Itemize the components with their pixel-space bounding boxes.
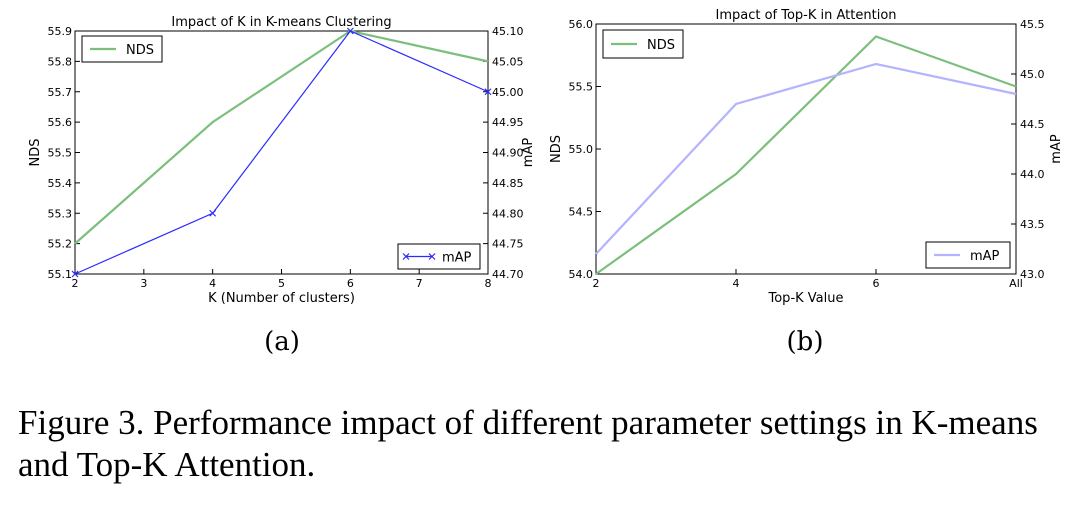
legend-label-nds: NDS xyxy=(126,43,154,58)
y-right-tick-label: 44.85 xyxy=(492,177,524,190)
plot-frame xyxy=(74,30,489,275)
y-right-tick-label: 44.75 xyxy=(492,238,524,251)
y-left-tick-label: 55.5 xyxy=(569,81,594,94)
data-point-map xyxy=(346,27,354,35)
x-axis-label: Top-K Value xyxy=(768,291,844,306)
x-tick-label: 4 xyxy=(733,277,740,290)
x-tick-label: 6 xyxy=(347,277,354,290)
legend-label-map: mAP xyxy=(442,251,472,266)
series-line-nds xyxy=(595,35,1017,275)
data-point-map xyxy=(484,88,492,96)
y-left-tick-label: 56.0 xyxy=(569,18,594,31)
y-right-tick-label: 45.5 xyxy=(1020,18,1045,31)
y-right-axis-label: mAP xyxy=(1049,134,1064,164)
figure-canvas: Impact of K in K-means Clustering 2 3 4 5 6 7 8… xyxy=(28,8,1064,357)
series-line-nds xyxy=(74,29,489,245)
y-right-tick-label: 44.5 xyxy=(1020,118,1045,131)
plot-frame xyxy=(595,23,1017,275)
y-right-tick-label: 44.70 xyxy=(492,268,524,281)
data-point-map xyxy=(209,209,217,217)
x-tick-label: All xyxy=(1009,277,1023,290)
subfigure-label: (b) xyxy=(787,327,824,357)
y-right-tick-label: 45.00 xyxy=(492,86,524,99)
y-left-tick-label: 55.8 xyxy=(48,55,73,68)
x-tick-label: 2 xyxy=(72,277,79,290)
y-right-tick-label: 44.80 xyxy=(492,207,524,220)
y-left-tick-label: 55.5 xyxy=(48,147,73,160)
legend-marker xyxy=(402,253,410,260)
series-line-map xyxy=(595,62,1017,255)
y-left-tick-label: 55.1 xyxy=(48,268,73,281)
x-tick-label: 8 xyxy=(485,277,492,290)
figure-caption: Figure 3. Performance impact of differen… xyxy=(18,403,1038,484)
y-right-tick-label: 45.0 xyxy=(1020,68,1045,81)
y-right-tick-label: 44.95 xyxy=(492,116,524,129)
y-right-tick-label: 45.10 xyxy=(492,25,524,38)
subfigure-label: (a) xyxy=(264,327,300,357)
legend-marker xyxy=(428,253,436,260)
y-left-axis-label: NDS xyxy=(549,135,564,163)
chart-a: Impact of K in K-means Clustering 2 3 4 5 6 7 8… xyxy=(28,15,536,357)
chart-title: Impact of Top-K in Attention xyxy=(715,8,896,23)
y-right-tick-label: 43.5 xyxy=(1020,218,1045,231)
y-left-tick-label: 55.2 xyxy=(48,238,73,251)
y-left-tick-label: 55.7 xyxy=(48,86,73,99)
chart-title: Impact of K in K-means Clustering xyxy=(171,15,391,30)
y-right-tick-label: 44.0 xyxy=(1020,168,1045,181)
x-tick-label: 2 xyxy=(593,277,600,290)
y-left-tick-label: 55.0 xyxy=(569,143,594,156)
y-left-axis-label: NDS xyxy=(28,139,43,167)
y-right-tick-label: 44.90 xyxy=(492,147,524,160)
y-right-tick-label: 45.05 xyxy=(492,55,524,68)
y-left-tick-label: 54.0 xyxy=(569,268,594,281)
x-tick-label: 7 xyxy=(416,277,423,290)
y-left-tick-label: 55.9 xyxy=(48,25,73,38)
x-tick-label: 3 xyxy=(140,277,147,290)
y-left-tick-label: 54.5 xyxy=(569,206,594,219)
y-left-tick-label: 55.4 xyxy=(48,177,73,190)
x-tick-label: 6 xyxy=(873,277,880,290)
y-right-tick-label: 43.0 xyxy=(1020,268,1045,281)
legend-label-map: mAP xyxy=(970,249,1000,264)
y-right-axis-label: mAP xyxy=(521,138,536,168)
legend-label-nds: NDS xyxy=(647,38,675,53)
x-tick-label: 4 xyxy=(209,277,216,290)
data-point-map xyxy=(71,270,79,278)
x-axis-label: K (Number of clusters) xyxy=(208,291,355,306)
series-line-map xyxy=(74,30,489,275)
chart-b: Impact of Top-K in Attention 2 4 6 All 54.0 54… xyxy=(549,8,1064,357)
x-tick-label: 5 xyxy=(278,277,285,290)
y-left-tick-label: 55.3 xyxy=(48,207,73,220)
y-left-tick-label: 55.6 xyxy=(48,116,73,129)
